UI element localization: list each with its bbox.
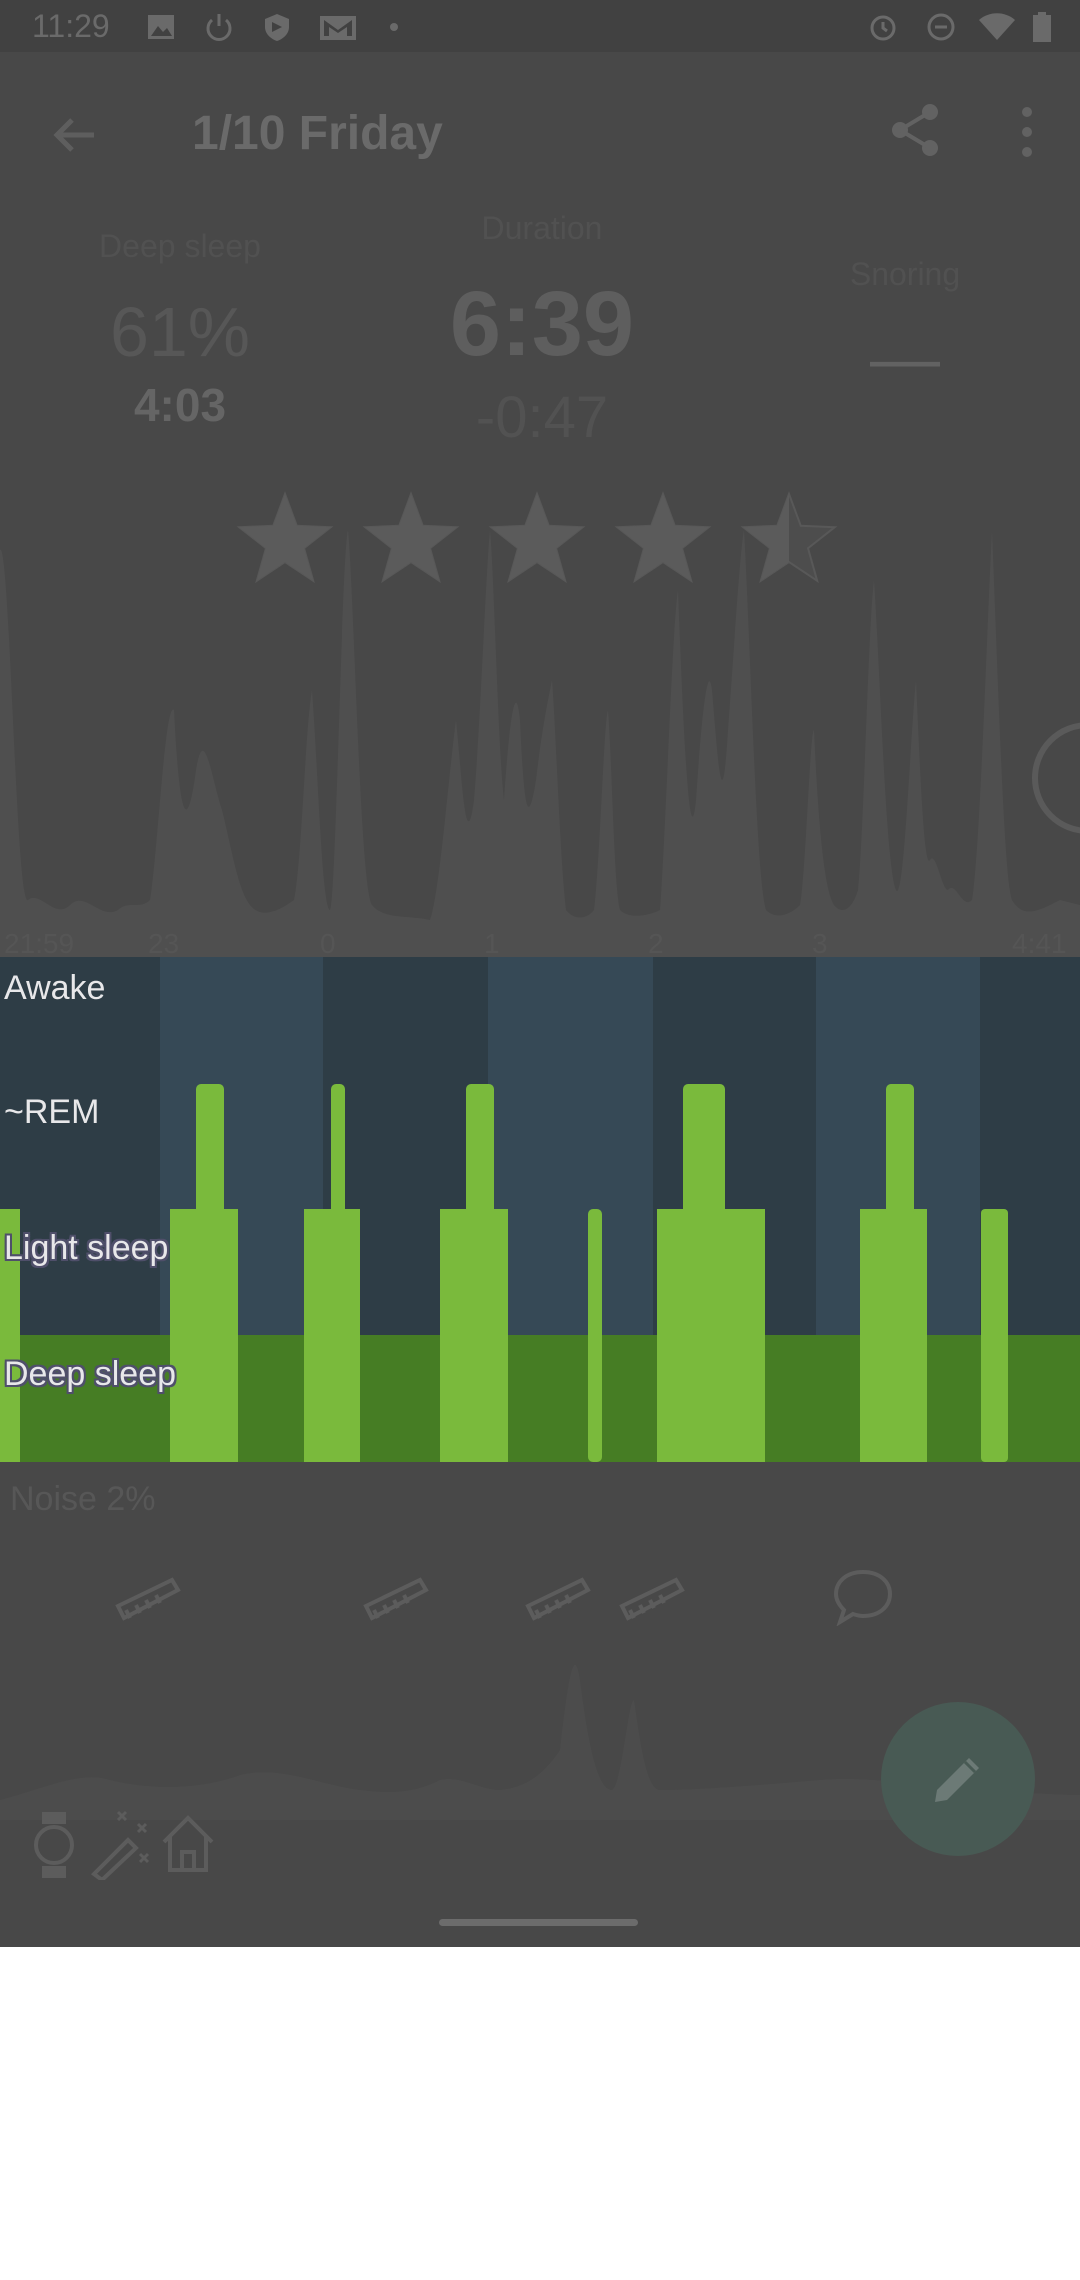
deep-sleep-percent: 61% (109, 293, 251, 371)
timeline-tick: 3 (812, 928, 828, 959)
hour-band (488, 957, 653, 1335)
snore-saw-icon[interactable] (112, 1566, 182, 1626)
magic-wand-icon (90, 1810, 150, 1880)
star-fill (239, 494, 331, 581)
timeline-start: 21:59 (4, 928, 75, 959)
share-icon[interactable] (888, 102, 944, 158)
wifi-icon (979, 13, 1015, 40)
app-bar: 1/10 Friday (0, 52, 1080, 212)
snoring-label: Snoring (849, 256, 961, 292)
alarm-icon (870, 15, 896, 41)
star-fill (491, 494, 583, 581)
dnd-icon (927, 13, 955, 41)
duration-label: Duration (481, 210, 603, 246)
timeline-tick: 23 (148, 928, 180, 959)
stage-label-deep: Deep sleep (4, 1355, 177, 1393)
back-arrow-icon[interactable] (50, 110, 100, 160)
light-sleep-bar (588, 1209, 602, 1462)
dot-icon (390, 23, 398, 31)
snore-saw-icon[interactable] (616, 1566, 686, 1626)
timeline-tick: 2 (648, 928, 664, 959)
stage-label-awake: Awake (4, 969, 106, 1007)
timeline-end: 4:41 (1012, 928, 1067, 959)
edit-pencil-icon (935, 1758, 979, 1802)
light-sleep-bar (981, 1209, 1008, 1462)
rating-star[interactable] (236, 491, 334, 584)
noise-chart (0, 1664, 1080, 1820)
hypnogram-chart (0, 957, 1080, 1462)
shield-icon (265, 14, 289, 41)
image-icon (148, 15, 174, 39)
noise-label: Noise 2% (10, 1480, 156, 1518)
snoring-value: — (870, 319, 940, 397)
rem-bar (466, 1084, 494, 1214)
hour-band (0, 957, 160, 1335)
rem-bar (331, 1084, 345, 1214)
app-screen: 11:29 1/10 Friday Deep sleep 61% 4:03 Du… (0, 0, 1080, 1947)
power-icon (206, 14, 232, 41)
timeline-tick: 1 (484, 928, 500, 959)
status-time: 11:29 (32, 8, 110, 44)
star-fill (743, 494, 789, 581)
home-icon (162, 1815, 214, 1872)
star-fill (617, 494, 709, 581)
sleep-rating[interactable] (235, 490, 855, 590)
deep-sleep-label: Deep sleep (99, 228, 261, 264)
light-sleep-bar (170, 1209, 238, 1462)
light-sleep-bar (657, 1209, 765, 1462)
light-sleep-bar (440, 1209, 508, 1462)
light-sleep-bar (304, 1209, 360, 1462)
stage-label-rem: ~REM (4, 1093, 100, 1131)
rem-bar (683, 1084, 725, 1214)
hypnogram: Awake ~REM Light sleep Deep sleep (0, 957, 1080, 1462)
stage-label-light: Light sleep (4, 1229, 169, 1267)
timeline-tick: 0 (320, 928, 336, 959)
rating-star[interactable] (614, 491, 712, 584)
rem-bar (886, 1084, 914, 1214)
star-fill (365, 494, 457, 581)
more-vert-icon[interactable] (1014, 104, 1040, 160)
light-sleep-bar (0, 1209, 20, 1462)
page-title: 1/10 Friday (192, 107, 443, 160)
talk-bubble-icon[interactable] (832, 1568, 894, 1626)
watch-icon (34, 1812, 74, 1878)
light-sleep-bar (860, 1209, 927, 1462)
battery-icon (1033, 12, 1051, 42)
rating-star[interactable] (362, 491, 460, 584)
navigation-handle[interactable] (439, 1919, 638, 1926)
snore-saw-icon[interactable] (522, 1566, 592, 1626)
deep-sleep-time: 4:03 (133, 379, 227, 431)
rem-bar (196, 1084, 224, 1214)
gmail-icon (320, 16, 356, 40)
status-bar: 11:29 (0, 0, 1080, 52)
duration-value: 6:39 (449, 273, 635, 375)
edit-fab-button[interactable] (881, 1702, 1035, 1856)
movement-chart (0, 530, 1080, 960)
duration-delta: -0:47 (475, 385, 609, 450)
rating-star[interactable] (488, 491, 586, 584)
rating-star[interactable] (740, 491, 838, 584)
snore-saw-icon[interactable] (360, 1566, 430, 1626)
